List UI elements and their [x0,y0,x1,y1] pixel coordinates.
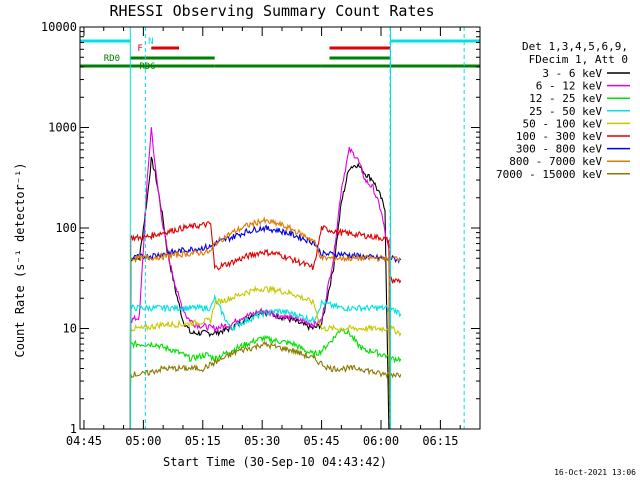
series-line-7 [129,216,402,430]
series-line-5 [129,221,402,430]
legend-header-line-2: FDecim 1, Att 0 [529,53,628,66]
x-tick-label-4: 05:45 [304,434,340,448]
legend-label-5: 100 - 300 keV [516,130,602,143]
series-line-8 [129,340,402,430]
x-tick-label-5: 06:00 [363,434,399,448]
y-tick-label-3: 1000 [48,121,77,135]
legend-label-8: 7000 - 15000 keV [496,168,602,181]
y-tick-label-4: 10000 [41,20,77,34]
y-tick-label-2: 100 [55,221,77,235]
legend-header-line-1: Det 1,3,4,5,6,9, [522,40,628,53]
x-tick-label-1: 05:00 [125,434,161,448]
legend-label-0: 3 - 6 keV [542,67,602,80]
legend-label-4: 50 - 100 keV [523,117,603,130]
chart-title: RHESSI Observing Summary Count Rates [109,2,434,20]
legend-label-7: 800 - 7000 keV [509,155,602,168]
series-line-6 [129,224,402,430]
legend-label-2: 12 - 25 keV [529,92,602,105]
footer-date: 16-Oct-2021 13:06 [554,468,636,477]
series-line-1 [129,127,391,334]
legend-label-6: 300 - 800 keV [516,143,602,156]
x-axis-label: Start Time (30-Sep-10 04:43:42) [163,455,387,469]
x-tick-label-6: 06:15 [422,434,458,448]
annotation-bands: NF RD0 RD6 [80,27,480,429]
x-tick-label-0: 04:45 [66,434,102,448]
y-tick-label-0: 1 [70,422,77,436]
legend-label-3: 25 - 50 keV [529,105,602,118]
axes: 1 10 100 1000 10000 04:45 05:00 05:15 05:30 05:45… [41,20,481,448]
legend: Det 1,3,4,5,6,9, FDecim 1, Att 0 3 - 6 k… [496,40,630,181]
x-tick-label-2: 05:15 [185,434,221,448]
rd6-label: RD6 [139,62,155,72]
series-line-3 [129,293,402,430]
y-tick-label-1: 10 [63,322,77,336]
flare-label: F [137,44,142,54]
series-line-4 [129,285,402,430]
series-line-2 [129,327,402,430]
night-label: N [148,37,153,47]
rd0-label: RD0 [104,54,120,64]
x-tick-label-3: 05:30 [244,434,280,448]
legend-label-1: 6 - 12 keV [536,80,603,93]
y-axis-label: Count Rate (s⁻¹ detector⁻¹) [13,162,27,357]
series-group [129,127,402,430]
